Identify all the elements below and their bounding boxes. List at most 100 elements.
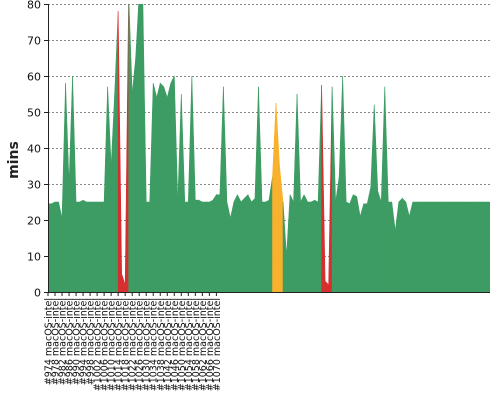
area-segment-success — [58, 201, 63, 292]
area-segment-success — [345, 201, 350, 292]
area-segment-success — [226, 201, 231, 292]
x-tick-label: #994 macOS-intel — [79, 298, 90, 385]
area-segment-success — [191, 75, 196, 292]
area-segment-success — [216, 194, 221, 292]
area-segment-success — [296, 93, 301, 292]
area-segment-success — [65, 83, 70, 292]
area-segment-success — [419, 201, 424, 292]
area-segment-success — [72, 75, 77, 292]
area-segment-success — [61, 83, 66, 292]
area-segment-success — [89, 201, 94, 292]
x-tick-label: #978 macOS-intel — [51, 298, 62, 385]
y-tick-label: 50 — [27, 107, 41, 120]
x-tick-label: #1034 macOS-intel — [149, 298, 160, 391]
area-segment-success — [377, 191, 382, 292]
area-segment-success — [454, 201, 459, 292]
area-segment-success — [468, 201, 473, 292]
area-segment-success — [114, 11, 119, 292]
area-segment-success — [128, 4, 133, 292]
area-segment-success — [289, 194, 294, 292]
area-segment-success — [380, 86, 386, 292]
area-segment-success — [479, 201, 484, 292]
x-tick-label: #986 macOS-intel — [65, 298, 76, 385]
area-segment-success — [82, 199, 87, 292]
area-segment-success — [416, 201, 421, 292]
x-tick-label: #1022 macOS-intel — [128, 298, 139, 391]
y-tick-label: 60 — [27, 71, 41, 84]
area-segment-success — [54, 201, 59, 292]
area-segment-success — [205, 201, 210, 292]
area-segment-success — [472, 201, 477, 292]
area-segment-success — [198, 199, 203, 292]
area-segment-success — [303, 194, 308, 292]
x-tick-label: #1062 macOS-intel — [198, 298, 209, 391]
area-segment-success — [394, 201, 400, 292]
area-segment-success — [398, 197, 403, 292]
area-segment-success — [384, 86, 389, 292]
area-segment-success — [93, 201, 98, 292]
x-axis: #974 macOS-intel#978 macOS-intel#982 mac… — [44, 292, 490, 391]
area-segment-success — [370, 104, 375, 292]
x-tick-label: #1010 macOS-intel — [107, 298, 118, 391]
x-tick-label: #998 macOS-intel — [86, 298, 97, 385]
area-segment-success — [110, 93, 115, 292]
area-segment-success — [258, 86, 263, 292]
area-segment-success — [170, 75, 175, 292]
area-segment-success — [486, 201, 490, 292]
area-segment-success — [402, 197, 407, 292]
x-tick-label: #1030 macOS-intel — [142, 298, 153, 391]
area-segment-success — [426, 201, 431, 292]
area-segment-success — [349, 194, 354, 292]
area-segment-success — [163, 86, 168, 292]
area-segment-success — [145, 201, 151, 292]
x-tick-label: #982 macOS-intel — [58, 298, 69, 385]
area-segment-success — [173, 75, 179, 292]
area-segment-success — [254, 86, 259, 292]
area-segment-success — [293, 93, 298, 292]
area-segment-success — [181, 93, 186, 292]
area-segment-success — [430, 201, 435, 292]
area-segment-success — [447, 201, 452, 292]
area-segment-unstable — [279, 165, 284, 292]
area-segment-success — [307, 201, 312, 292]
grid-lines — [48, 4, 490, 257]
area-segment-success — [338, 75, 343, 292]
area-segment-success — [440, 201, 445, 292]
x-tick-label: #1014 macOS-intel — [114, 298, 125, 391]
area-segment-success — [149, 83, 154, 292]
area-segment-success — [451, 201, 456, 292]
area-segment-failure — [328, 86, 333, 292]
area-segment-success — [391, 201, 396, 292]
area-segment-success — [268, 176, 273, 292]
area-segment-success — [465, 201, 470, 292]
area-segment-success — [335, 176, 340, 292]
area-segment-success — [458, 201, 463, 292]
y-tick-label: 20 — [27, 215, 41, 228]
area-segment-success — [152, 83, 158, 292]
area-segment-success — [188, 75, 193, 292]
area-segment-failure — [117, 11, 122, 292]
x-tick-label: #1026 macOS-intel — [135, 298, 146, 391]
area-segment-success — [475, 201, 480, 292]
area-segment-success — [219, 86, 224, 292]
area-segment-success — [300, 194, 305, 292]
area-segment-success — [314, 199, 319, 292]
area-segment-success — [184, 201, 189, 292]
x-tick-label: #1066 macOS-intel — [205, 298, 216, 391]
x-tick-label: #1002 macOS-intel — [93, 298, 104, 391]
area-segment-success — [166, 83, 172, 292]
area-segment-success — [68, 75, 73, 292]
area-segment-unstable — [272, 102, 277, 292]
area-segment-success — [356, 196, 361, 292]
y-tick-label: 40 — [27, 143, 41, 156]
area-segment-success — [247, 194, 252, 292]
y-tick-label: 80 — [27, 0, 41, 12]
area-segment-success — [412, 201, 417, 292]
area-segment-failure — [124, 4, 129, 292]
area-segment-success — [244, 194, 249, 292]
area-segment-success — [107, 86, 112, 292]
area-segment-success — [482, 201, 487, 292]
area-segment-success — [79, 199, 84, 292]
x-tick-label: #974 macOS-intel — [44, 298, 55, 385]
